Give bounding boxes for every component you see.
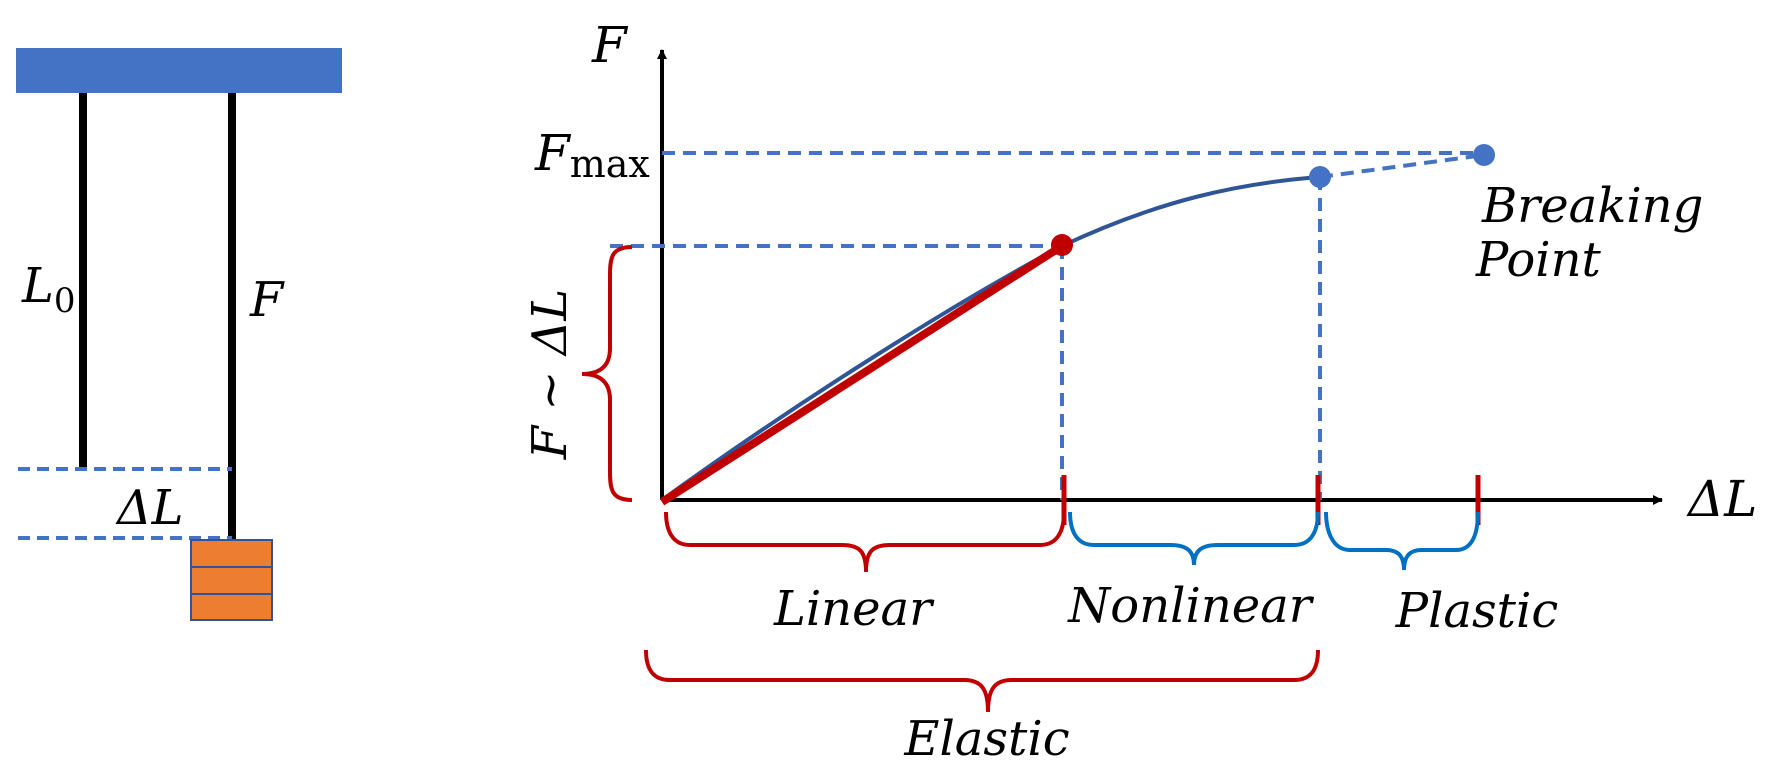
plastic-brace	[1324, 511, 1480, 571]
proportional-limit-point	[1051, 234, 1073, 256]
breaking-point-label-line2: Point	[1475, 232, 1602, 288]
linear-region-label: Linear	[773, 581, 935, 637]
plastic-region-label: Plastic	[1395, 583, 1558, 639]
elongation-label: ΔL	[115, 480, 184, 536]
force-label-wire: F	[249, 272, 285, 328]
original-length-label: L0	[21, 258, 76, 321]
linear-region-line	[659, 242, 1065, 506]
proportionality-label: F ~ ΔL	[522, 289, 578, 461]
force-elongation-curve	[660, 175, 1321, 502]
wire-setup: L0 F ΔL	[16, 48, 342, 621]
elastic-brace	[644, 649, 1320, 713]
breaking-point-label: Breaking	[1481, 178, 1703, 234]
elastic-limit-point	[1309, 166, 1331, 188]
plastic-dashed-line	[1319, 153, 1485, 179]
force-elongation-graph: F ΔL Fmax Breaking Point F ~ ΔL	[522, 16, 1757, 767]
nonlinear-brace	[1068, 511, 1320, 566]
linear-brace	[664, 511, 1066, 573]
fmax-label: Fmax	[534, 124, 650, 186]
hanging-weight	[190, 539, 273, 621]
breaking-point-marker	[1473, 144, 1495, 166]
y-axis-label: F	[591, 16, 629, 74]
nonlinear-region-label: Nonlinear	[1067, 578, 1314, 634]
proportionality-brace	[581, 245, 633, 502]
elastic-region-label: Elastic	[903, 711, 1069, 767]
x-axis-label: ΔL	[1686, 470, 1757, 528]
ceiling-support	[16, 48, 342, 93]
